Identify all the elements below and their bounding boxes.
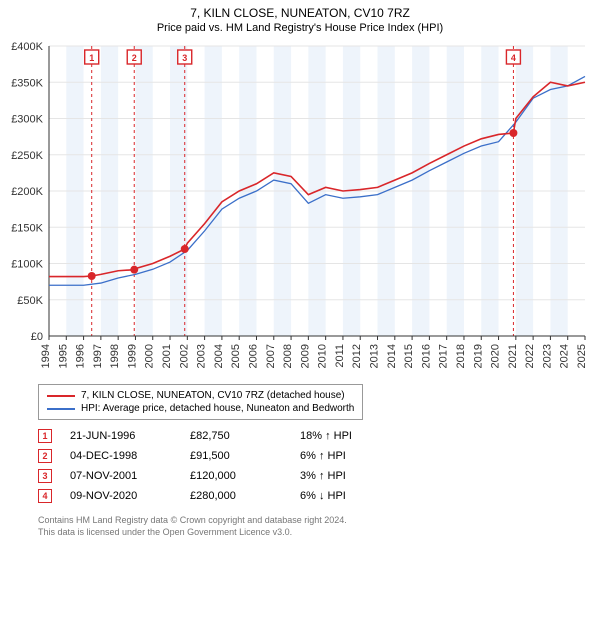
sale-pct-vs-hpi: 3% ↑ HPI [300, 470, 430, 482]
sale-price: £91,500 [190, 450, 300, 462]
legend: 7, KILN CLOSE, NUNEATON, CV10 7RZ (detac… [38, 384, 363, 420]
svg-text:2: 2 [132, 53, 137, 63]
footer-attribution: Contains HM Land Registry data © Crown c… [38, 514, 600, 538]
svg-text:£100K: £100K [11, 259, 43, 271]
svg-text:2012: 2012 [351, 344, 363, 368]
svg-text:£0: £0 [31, 331, 43, 343]
svg-text:2002: 2002 [178, 344, 190, 368]
footer-line-1: Contains HM Land Registry data © Crown c… [38, 514, 600, 526]
svg-text:2014: 2014 [386, 344, 398, 368]
svg-text:£400K: £400K [11, 41, 43, 53]
sale-marker-box: 2 [38, 449, 52, 463]
svg-text:1999: 1999 [126, 344, 138, 368]
svg-text:2015: 2015 [403, 344, 415, 368]
svg-text:1998: 1998 [109, 344, 121, 368]
svg-text:2020: 2020 [490, 344, 502, 368]
sale-marker-box: 4 [38, 489, 52, 503]
svg-text:2024: 2024 [559, 344, 571, 368]
svg-text:£350K: £350K [11, 77, 43, 89]
sale-marker-box: 3 [38, 469, 52, 483]
svg-text:£200K: £200K [11, 186, 43, 198]
svg-text:2019: 2019 [472, 344, 484, 368]
svg-text:2011: 2011 [334, 344, 346, 368]
svg-text:£250K: £250K [11, 150, 43, 162]
svg-text:2010: 2010 [317, 344, 329, 368]
svg-text:1997: 1997 [92, 344, 104, 368]
footer-line-2: This data is licensed under the Open Gov… [38, 526, 600, 538]
sale-pct-vs-hpi: 18% ↑ HPI [300, 430, 430, 442]
svg-text:2016: 2016 [420, 344, 432, 368]
svg-text:4: 4 [511, 53, 516, 63]
legend-swatch [47, 395, 75, 397]
legend-item: 7, KILN CLOSE, NUNEATON, CV10 7RZ (detac… [47, 389, 354, 402]
svg-text:2017: 2017 [438, 344, 450, 368]
svg-text:2013: 2013 [369, 344, 381, 368]
svg-text:2025: 2025 [576, 344, 588, 368]
svg-text:2005: 2005 [230, 344, 242, 368]
chart-area: £0 £50K £100K £150K £200K £250K £300K £350K £400… [5, 38, 595, 378]
legend-label: 7, KILN CLOSE, NUNEATON, CV10 7RZ (detac… [81, 390, 345, 401]
sale-pct-vs-hpi: 6% ↑ HPI [300, 450, 430, 462]
svg-text:1996: 1996 [75, 344, 87, 368]
sale-date: 21-JUN-1996 [70, 430, 190, 442]
sale-row: 4 09-NOV-2020£280,0006% ↓ HPI [38, 486, 600, 506]
svg-text:2007: 2007 [265, 344, 277, 368]
sale-row: 2 04-DEC-1998£91,5006% ↑ HPI [38, 446, 600, 466]
legend-item: HPI: Average price, detached house, Nune… [47, 402, 354, 415]
svg-text:2022: 2022 [524, 344, 536, 368]
svg-text:£150K: £150K [11, 222, 43, 234]
sale-date: 07-NOV-2001 [70, 470, 190, 482]
sale-price: £120,000 [190, 470, 300, 482]
chart-title: 7, KILN CLOSE, NUNEATON, CV10 7RZ [0, 0, 600, 20]
svg-text:3: 3 [182, 53, 187, 63]
sale-price: £82,750 [190, 430, 300, 442]
chart-svg: £0 £50K £100K £150K £200K £250K £300K £350K £400… [5, 38, 595, 378]
svg-text:2021: 2021 [507, 344, 519, 368]
svg-text:£300K: £300K [11, 114, 43, 126]
sale-date: 04-DEC-1998 [70, 450, 190, 462]
chart-subtitle: Price paid vs. HM Land Registry's House … [0, 20, 600, 38]
svg-text:1994: 1994 [40, 344, 52, 368]
sale-marker-box: 1 [38, 429, 52, 443]
sale-pct-vs-hpi: 6% ↓ HPI [300, 490, 430, 502]
svg-text:2001: 2001 [161, 344, 173, 368]
svg-text:2006: 2006 [247, 344, 259, 368]
legend-swatch [47, 408, 75, 410]
svg-text:2023: 2023 [541, 344, 553, 368]
svg-text:2008: 2008 [282, 344, 294, 368]
legend-label: HPI: Average price, detached house, Nune… [81, 403, 354, 414]
sale-date: 09-NOV-2020 [70, 490, 190, 502]
sales-table: 1 21-JUN-1996£82,75018% ↑ HPI 2 04-DEC-1998… [38, 426, 600, 506]
svg-text:2004: 2004 [213, 344, 225, 368]
sale-price: £280,000 [190, 490, 300, 502]
sale-row: 3 07-NOV-2001£120,0003% ↑ HPI [38, 466, 600, 486]
svg-text:2009: 2009 [299, 344, 311, 368]
svg-text:£50K: £50K [17, 295, 43, 307]
svg-text:2000: 2000 [144, 344, 156, 368]
svg-text:2018: 2018 [455, 344, 467, 368]
sale-row: 1 21-JUN-1996£82,75018% ↑ HPI [38, 426, 600, 446]
svg-text:2003: 2003 [196, 344, 208, 368]
svg-text:1: 1 [89, 53, 94, 63]
svg-text:1995: 1995 [57, 344, 69, 368]
